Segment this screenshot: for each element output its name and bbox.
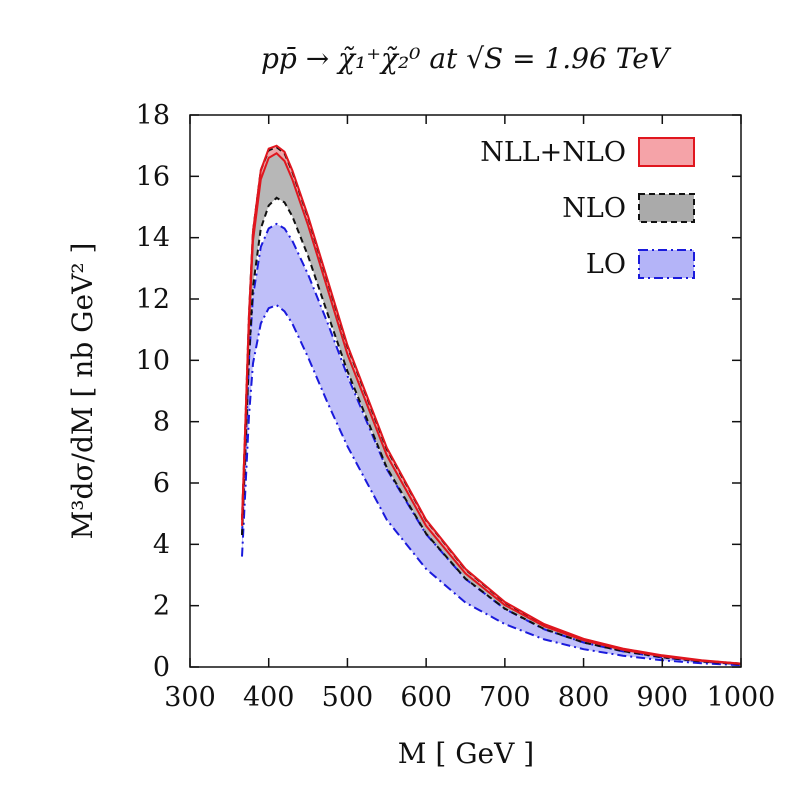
chart-title: pp̄ → χ̃₁⁺χ̃₂⁰ at √S = 1.96 TeV — [261, 42, 672, 75]
y-tick-label: 8 — [153, 407, 170, 438]
y-tick-label: 18 — [136, 100, 170, 131]
x-axis-ticks: 300 400 500 600 700 800 900 1000 — [164, 115, 775, 713]
legend-label-nll-nlo: NLL+NLO — [480, 137, 626, 168]
y-axis-label: M³dσ/dM [ nb GeV² ] — [66, 243, 99, 540]
line-nll-nlo-upper — [241, 144, 742, 665]
legend: NLL+NLO NLO LO — [480, 137, 695, 280]
line-nlo-upper — [241, 146, 742, 665]
legend-label-lo: LO — [586, 249, 626, 280]
x-tick-label: 900 — [637, 682, 689, 713]
x-tick-label: 1000 — [707, 682, 776, 713]
line-lo-lower — [241, 303, 742, 667]
plot-bands — [242, 145, 741, 666]
legend-swatch-lo — [638, 249, 695, 279]
y-tick-label: 12 — [136, 284, 170, 315]
y-tick-label: 16 — [136, 161, 170, 192]
band-lo — [242, 223, 741, 666]
x-tick-label: 700 — [479, 682, 531, 713]
plot-lines — [241, 144, 742, 667]
y-axis-ticks: 0 2 4 6 8 10 12 14 16 18 — [136, 100, 741, 683]
legend-swatch-nll-nlo — [638, 137, 695, 167]
plot-frame — [189, 114, 742, 668]
y-tick-label: 14 — [136, 223, 170, 254]
x-tick-label: 800 — [558, 682, 610, 713]
y-tick-label: 6 — [153, 468, 170, 499]
x-tick-label: 500 — [322, 682, 374, 713]
x-tick-label: 300 — [164, 682, 216, 713]
band-nlo — [242, 147, 741, 665]
line-nlo-lower — [241, 196, 742, 666]
line-nll-nlo-lower — [241, 152, 742, 665]
legend-label-nlo: NLO — [562, 193, 626, 224]
x-axis-label: M [ GeV ] — [398, 737, 534, 770]
band-nll-nlo — [242, 145, 741, 664]
legend-swatch-nlo — [638, 193, 695, 223]
y-tick-label: 2 — [153, 591, 170, 622]
y-tick-label: 0 — [153, 652, 170, 683]
y-tick-label: 4 — [153, 529, 170, 560]
x-tick-label: 400 — [243, 682, 295, 713]
line-lo-upper — [241, 222, 742, 666]
y-tick-label: 10 — [136, 345, 170, 376]
x-tick-label: 600 — [400, 682, 452, 713]
